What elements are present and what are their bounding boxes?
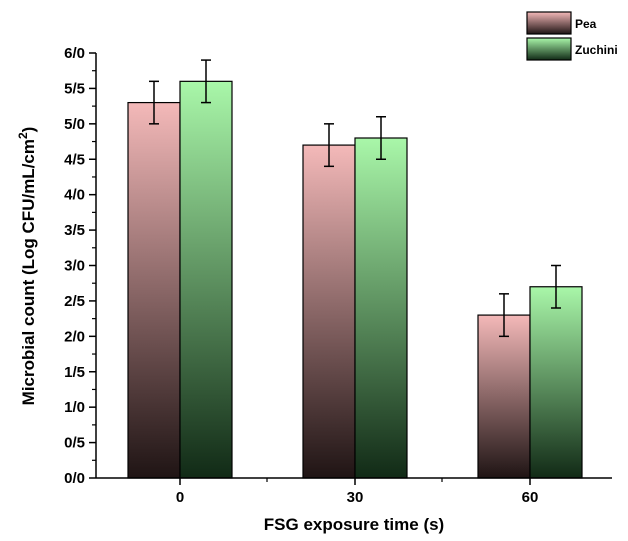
y-tick-label: 1/5: [64, 364, 85, 381]
bar-zuchini-30: [354, 137, 408, 479]
bar-pea-30: [302, 144, 356, 479]
x-axis-title: FSG exposure time (s): [264, 515, 444, 534]
bar-zuchini-0: [179, 80, 233, 479]
y-tick-label: 6/0: [64, 45, 85, 62]
bar-pea-0: [127, 101, 181, 479]
y-tick-label: 0/0: [64, 470, 85, 487]
legend-item-pea: Pea: [526, 11, 597, 35]
legend-item-zuchini: Zuchini: [526, 37, 618, 61]
error-bar-zuchini-0: [201, 59, 211, 104]
y-tick-label: 3/0: [64, 258, 85, 275]
y-tick-label: 4/0: [64, 187, 85, 204]
y-tick-label: 5/5: [64, 80, 85, 97]
y-tick-label: 5/0: [64, 116, 85, 133]
legend-label: Zuchini: [575, 43, 618, 57]
bars-layer: [127, 80, 583, 479]
x-tick-label: 0: [176, 489, 184, 506]
legend: Pea Zuchini: [526, 11, 618, 61]
bar-zuchini-60: [529, 286, 583, 479]
error-bars-layer: [149, 59, 561, 338]
x-tick-label: 30: [347, 489, 364, 506]
y-tick-label: 2/0: [64, 328, 85, 345]
error-bar-zuchini-60: [551, 264, 561, 309]
axes-layer: [89, 52, 612, 485]
y-tick-label: 4/5: [64, 151, 85, 168]
error-bar-pea-60: [499, 293, 509, 338]
error-bar-zuchini-30: [376, 116, 386, 160]
y-tick-label: 3/5: [64, 222, 85, 239]
error-bar-pea-30: [324, 123, 334, 168]
y-axis-title: Microbial count (Log CFU/mL/cm2): [16, 127, 38, 406]
legend-swatch: [526, 37, 572, 61]
error-bar-pea-0: [149, 80, 159, 125]
legend-swatch: [526, 11, 572, 35]
labels-layer: 0/0 0/5 1/0 1/5 2/0 2/5 3/0 3/5 4/0 4/5 5/0 5/5 6/0 0…: [16, 45, 538, 534]
y-tick-label: 2/5: [64, 293, 85, 310]
legend-label: Pea: [575, 17, 597, 31]
bar-pea-60: [477, 314, 531, 479]
y-tick-label: 0/5: [64, 435, 85, 452]
y-tick-label: 1/0: [64, 399, 85, 416]
x-tick-label: 60: [522, 489, 539, 506]
